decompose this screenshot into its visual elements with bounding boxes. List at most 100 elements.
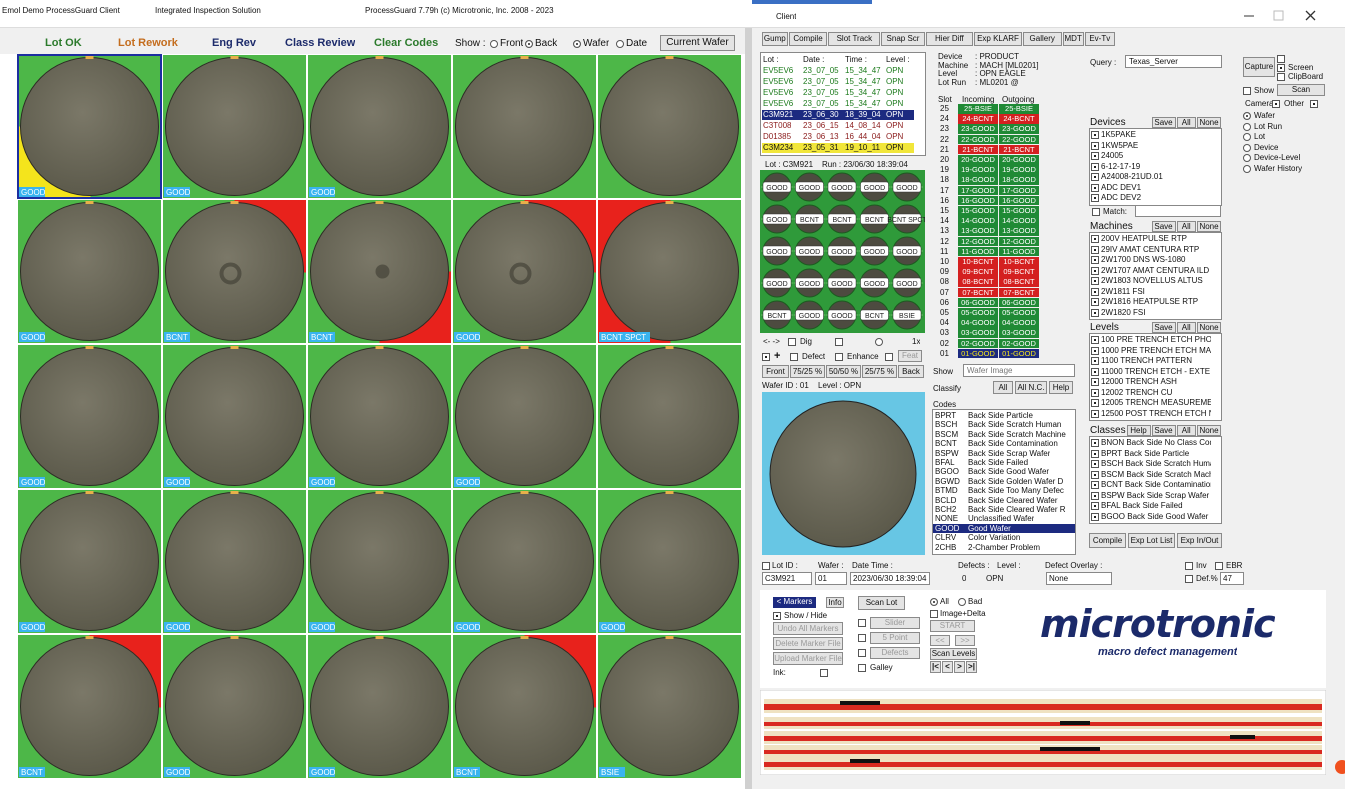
filter-button[interactable]: Save <box>1151 322 1176 333</box>
checkbox[interactable] <box>1091 183 1099 192</box>
radio[interactable] <box>1243 122 1251 131</box>
code-desc[interactable]: Back Side Cleared Wafer <box>968 495 1058 505</box>
filter-item[interactable]: 100 PRE TRENCH ETCH PHO <box>1101 335 1211 344</box>
filter-item[interactable]: 2W1820 FSI <box>1101 307 1146 317</box>
radio[interactable] <box>616 40 624 48</box>
checkbox[interactable] <box>1215 562 1223 570</box>
checkbox[interactable] <box>1277 55 1285 63</box>
checkbox[interactable] <box>858 619 866 627</box>
filter-item[interactable]: 1KW5PAE <box>1101 140 1139 150</box>
filter-item[interactable]: 2W1803 NOVELLUS ALTUS <box>1101 276 1203 285</box>
filter-item[interactable]: 12000 TRENCH ASH <box>1101 377 1177 386</box>
checkbox[interactable] <box>1091 162 1099 171</box>
slot-incoming[interactable]: 09-BCNT <box>958 267 998 277</box>
info-button[interactable]: Info <box>826 597 844 608</box>
filter-item[interactable]: BSPW Back Side Scrap Wafer <box>1101 490 1210 500</box>
code[interactable]: BSPW <box>935 448 959 458</box>
next-button[interactable]: >> <box>955 635 975 646</box>
code-desc[interactable]: Back Side Good Wafer <box>968 467 1050 477</box>
nav-button[interactable]: >| <box>966 661 977 673</box>
view-button[interactable]: Back <box>898 365 924 378</box>
radio[interactable] <box>958 598 966 606</box>
checkbox[interactable] <box>1091 277 1099 285</box>
checkbox[interactable] <box>1091 194 1099 202</box>
slot-incoming[interactable]: 18-GOOD <box>958 175 998 185</box>
checkbox[interactable] <box>1091 173 1099 181</box>
feat-button[interactable]: Feat <box>898 350 922 362</box>
checkbox[interactable] <box>773 612 781 620</box>
marker-button[interactable]: Delete Marker File <box>773 637 843 650</box>
header-button[interactable]: Lot OK <box>45 37 82 49</box>
lot-row[interactable] <box>762 110 914 120</box>
checkbox[interactable] <box>1091 287 1099 296</box>
lot-row[interactable] <box>762 143 914 153</box>
radio[interactable] <box>525 40 533 48</box>
header-button[interactable]: Eng Rev <box>212 37 257 49</box>
classify-button[interactable]: Help <box>1049 381 1073 394</box>
filter-item[interactable]: BPRT Back Side Particle <box>1101 448 1190 458</box>
toolbar-button[interactable]: Snap Scr <box>881 32 925 46</box>
slot-incoming[interactable]: 05-GOOD <box>958 308 998 318</box>
scan-option[interactable]: Slider <box>870 617 920 629</box>
checkbox[interactable] <box>1243 87 1251 95</box>
scan-button[interactable]: Scan <box>1277 84 1325 96</box>
checkbox[interactable] <box>1091 378 1099 386</box>
slot-incoming[interactable]: 14-GOOD <box>958 216 998 226</box>
filter-item[interactable]: 2W1700 DNS WS-1080 <box>1101 255 1186 264</box>
slot-incoming[interactable]: 17-GOOD <box>958 185 998 196</box>
filter-item[interactable]: 24005 <box>1101 151 1124 160</box>
slot-outgoing[interactable]: 01-GOOD <box>999 348 1039 359</box>
filter-item[interactable]: 200V HEATPULSE RTP <box>1101 234 1187 243</box>
checkbox[interactable] <box>858 649 866 657</box>
scan-levels-button[interactable]: Scan Levels <box>930 648 977 660</box>
checkbox[interactable] <box>858 634 866 642</box>
filter-item[interactable]: 6-12-17-19 <box>1101 161 1141 171</box>
filter-item[interactable]: BNON Back Side No Class Cod <box>1101 438 1211 447</box>
checkbox[interactable] <box>1091 308 1099 317</box>
checkbox[interactable] <box>1091 460 1099 468</box>
radio[interactable] <box>573 40 581 48</box>
code[interactable]: BGWD <box>935 476 960 486</box>
checkbox[interactable] <box>1091 346 1099 355</box>
toolbar-button[interactable]: MDT <box>1062 32 1084 46</box>
filter-button[interactable]: Save <box>1151 425 1176 436</box>
slot-incoming[interactable]: 07-BCNT <box>958 287 998 298</box>
code[interactable]: BFAL <box>935 458 955 467</box>
checkbox[interactable] <box>930 610 938 618</box>
checkbox[interactable] <box>790 353 798 361</box>
scan-option[interactable]: 5 Point <box>870 632 920 644</box>
checkbox[interactable] <box>1091 399 1099 407</box>
slot-incoming[interactable]: 01-GOOD <box>958 348 998 359</box>
code-desc[interactable]: Back Side Scratch Machine <box>968 429 1066 439</box>
toolbar-button[interactable]: Exp KLARF <box>974 32 1022 46</box>
code[interactable]: BTMD <box>935 486 958 496</box>
filter-button[interactable]: None <box>1197 425 1221 436</box>
code-desc[interactable]: Back Side Too Many Defec <box>968 486 1064 496</box>
checkbox[interactable] <box>1091 512 1099 521</box>
slot-outgoing[interactable]: 04-GOOD <box>999 318 1039 328</box>
checkbox[interactable] <box>835 353 843 361</box>
checkbox[interactable] <box>835 338 843 346</box>
filter-button[interactable]: All <box>1176 322 1196 333</box>
code-desc[interactable]: Back Side Golden Wafer D <box>968 476 1064 486</box>
radio[interactable] <box>875 338 883 346</box>
slot-outgoing[interactable]: 20-GOOD <box>999 155 1039 165</box>
filter-item[interactable]: 1000 PRE TRENCH ETCH MA <box>1101 345 1211 355</box>
overlay-field[interactable]: None <box>1046 572 1112 585</box>
filter-item[interactable]: ADC DEV2 <box>1101 193 1142 202</box>
checkbox[interactable] <box>1091 152 1099 160</box>
code-desc[interactable]: Back Side Failed <box>968 458 1029 467</box>
filter-button[interactable]: None <box>1197 322 1221 333</box>
slot-outgoing[interactable]: 13-GOOD <box>999 226 1039 236</box>
filter-button[interactable]: Save <box>1151 117 1176 128</box>
slot-incoming[interactable]: 04-GOOD <box>958 318 998 328</box>
slot-outgoing[interactable]: 21-BCNT <box>999 144 1039 155</box>
checkbox[interactable] <box>1091 449 1099 458</box>
filter-item[interactable]: 2W1811 FSI <box>1101 286 1145 296</box>
slot-outgoing[interactable]: 02-GOOD <box>999 338 1039 349</box>
filter-item[interactable]: BGOO Back Side Good Wafer <box>1101 511 1209 521</box>
code[interactable]: BPRT <box>935 411 957 420</box>
slot-incoming[interactable]: 21-BCNT <box>958 144 998 155</box>
filter-item[interactable]: BCNT Back Side Contamination <box>1101 480 1211 489</box>
filter-item[interactable]: BFAL Back Side Failed <box>1101 501 1183 510</box>
